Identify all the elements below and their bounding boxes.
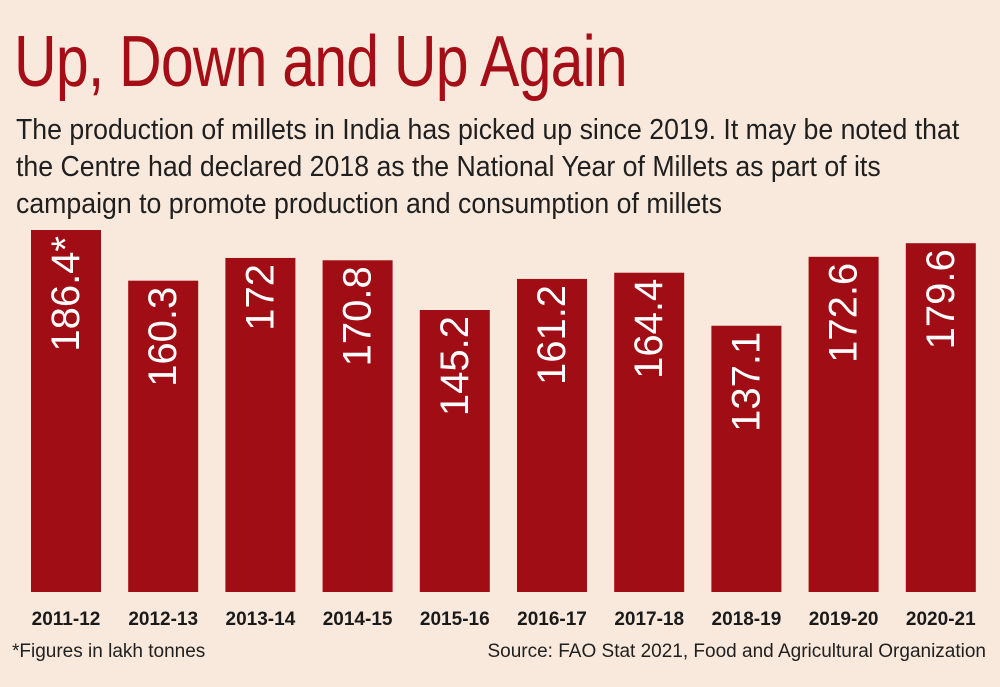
bar-value-label: 179.6	[919, 249, 963, 349]
category-label: 2017-18	[614, 609, 684, 630]
bar-2011-12	[31, 230, 101, 592]
category-labels: 2011-12 2012-13 2013-14 2014-15 2015-16 2016-…	[32, 609, 976, 630]
bar-value-label: 172	[238, 264, 282, 331]
bars-group	[31, 230, 976, 593]
chart-title: Up, Down and Up Again	[14, 22, 628, 102]
bar-2017-18	[614, 272, 685, 592]
bar-value-label: 145.2	[433, 316, 477, 416]
category-label: 2016-17	[517, 609, 587, 630]
bar-2020-21	[905, 243, 976, 593]
bar-value-label: 137.1	[724, 332, 768, 432]
bar-value-labels: 186.4* 160.3 172 170.8 145.2 161.2 164.4 137.1 1…	[44, 236, 963, 432]
category-label: 2015-16	[420, 609, 490, 630]
bar-2018-19	[711, 325, 782, 592]
category-label: 2012-13	[128, 609, 198, 630]
category-label: 2019-20	[809, 609, 879, 630]
bar-value-label: 161.2	[530, 285, 574, 385]
category-label: 2013-14	[226, 609, 296, 630]
bar-value-label: 172.6	[822, 263, 866, 363]
bar-2019-20	[808, 256, 879, 592]
bar-2015-16	[419, 310, 490, 592]
chart-subtitle: The production of millets in India has p…	[16, 114, 960, 220]
category-label: 2014-15	[323, 609, 393, 630]
bar-2013-14	[225, 257, 296, 592]
category-label: 2011-12	[32, 609, 101, 630]
bar-value-label: 164.4	[627, 279, 671, 379]
bar-2016-17	[517, 278, 587, 592]
bar-value-label: 160.3	[141, 287, 185, 387]
category-label: 2020-21	[906, 609, 976, 630]
units-footnote: *Figures in lakh tonnes	[12, 641, 206, 662]
bar-2014-15	[322, 260, 393, 592]
bar-2012-13	[128, 280, 199, 592]
source-credit: Source: FAO Stat 2021, Food and Agricult…	[487, 641, 986, 662]
category-label: 2018-19	[712, 609, 782, 630]
bar-value-label: 186.4*	[44, 236, 88, 352]
bar-value-label: 170.8	[336, 266, 380, 366]
